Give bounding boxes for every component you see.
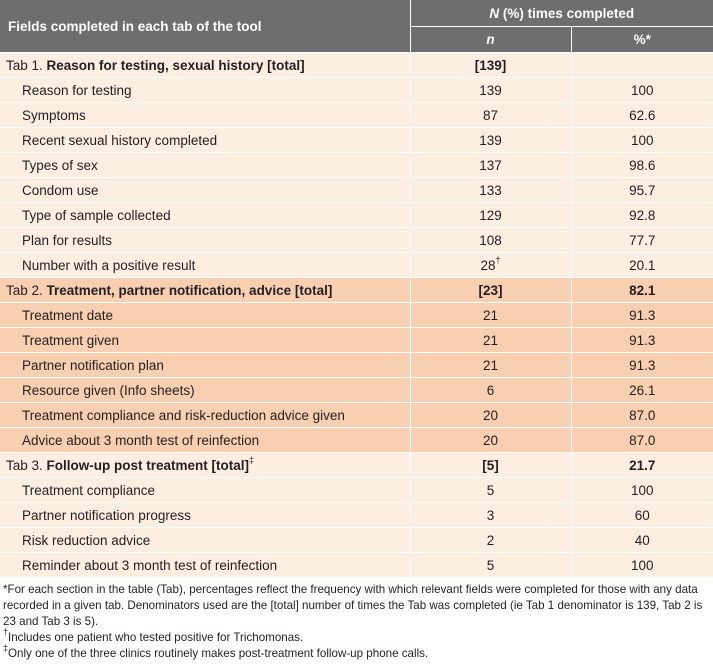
field-n: 3 [409,502,571,528]
field-n: 20 [409,402,571,428]
field-percent: 92.8 [570,202,713,228]
field-percent: 100 [570,77,713,103]
field-n: 137 [409,152,571,178]
field-n: 2 [409,527,571,553]
header-times-completed-label: (%) times completed [499,5,635,21]
table-row: Partner notification plan 21 91.3 [0,352,713,378]
field-percent: 26.1 [570,377,713,403]
table-row: Condom use 133 95.7 [0,177,713,203]
field-label: Advice about 3 month test of reinfection [0,427,410,453]
field-percent: 91.3 [570,352,713,378]
table-row: Type of sample collected 129 92.8 [0,202,713,228]
field-label: Plan for results [0,227,410,253]
field-percent: 100 [570,127,713,153]
field-percent: 91.3 [570,327,713,353]
field-n: 21 [409,302,571,328]
table-row: Resource given (Info sheets) 6 26.1 [0,377,713,403]
header-n-symbol: N [489,5,500,21]
field-label: Partner notification progress [0,502,410,528]
field-label: Treatment given [0,327,410,353]
field-n: 6 [409,377,571,403]
footnotes: *For each section in the table (Tab), pe… [3,582,709,662]
field-n: 139 [409,127,571,153]
field-label: Type of sample collected [0,202,410,228]
field-label: Treatment compliance and risk-reduction … [0,402,410,428]
field-percent: 40 [570,527,713,553]
field-label: Risk reduction advice [0,527,410,553]
header-times-completed: N (%) times completed [409,0,713,27]
field-n: 20 [409,427,571,453]
field-label: Types of sex [0,152,410,178]
section-total-percent [570,52,713,78]
field-label: Reminder about 3 month test of reinfecti… [0,552,410,577]
section-total-n: [139] [409,52,571,78]
section-row-tab-3: Tab 3. Follow-up post treatment [total]‡… [0,452,713,478]
table-row: Advice about 3 month test of reinfection… [0,427,713,453]
table-row: Treatment compliance and risk-reduction … [0,402,713,428]
field-label: Symptoms [0,102,410,128]
field-n: 108 [409,227,571,253]
footnote-double-dagger: ‡Only one of the three clinics routinely… [3,643,429,660]
field-percent: 77.7 [570,227,713,253]
field-label: Treatment date [0,302,410,328]
field-n: 5 [409,477,571,503]
section-total-percent: 82.1 [570,277,713,303]
table-row: Symptoms 87 62.6 [0,102,713,128]
field-n: 87 [409,102,571,128]
header-percent: %* [570,26,713,53]
field-label: Condom use [0,177,410,203]
section-title: Tab 3. Follow-up post treatment [total]‡ [0,452,410,478]
table-row: Number with a positive result 28† 20.1 [0,252,713,278]
header-fields: Fields completed in each tab of the tool [0,0,410,53]
table-row: Recent sexual history completed 139 100 [0,127,713,153]
field-percent: 100 [570,477,713,503]
table-row: Plan for results 108 77.7 [0,227,713,253]
field-percent: 20.1 [570,252,713,278]
field-n: 5 [409,552,571,577]
table-header: Fields completed in each tab of the tool… [0,0,713,53]
field-percent: 60 [570,502,713,528]
field-label: Reason for testing [0,77,410,103]
section-row-tab-2: Tab 2. Treatment, partner notification, … [0,277,713,303]
field-label: Partner notification plan [0,352,410,378]
table-row: Partner notification progress 3 60 [0,502,713,528]
table-row: Treatment compliance 5 100 [0,477,713,503]
section-title: Tab 1. Reason for testing, sexual histor… [0,52,410,78]
field-n: 129 [409,202,571,228]
table-body: Tab 1. Reason for testing, sexual histor… [0,52,713,577]
table-row: Reason for testing 139 100 [0,77,713,103]
section-title: Tab 2. Treatment, partner notification, … [0,277,410,303]
section-total-n: [23] [409,277,571,303]
field-n: 28† [409,252,571,278]
table-row: Risk reduction advice 2 40 [0,527,713,553]
section-total-n: [5] [409,452,571,478]
table-row: Types of sex 137 98.6 [0,152,713,178]
table-row: Treatment date 21 91.3 [0,302,713,328]
fields-completed-table: Fields completed in each tab of the tool… [0,0,713,577]
field-label: Resource given (Info sheets) [0,377,410,403]
field-label: Treatment compliance [0,477,410,503]
footnote-star: *For each section in the table (Tab), pe… [3,583,703,628]
field-n: 21 [409,352,571,378]
field-percent: 62.6 [570,102,713,128]
field-label: Number with a positive result [0,252,410,278]
field-percent: 91.3 [570,302,713,328]
field-percent: 100 [570,552,713,577]
field-label: Recent sexual history completed [0,127,410,153]
field-n: 133 [409,177,571,203]
footnote-dagger: †Includes one patient who tested positiv… [3,627,304,644]
table-row: Treatment given 21 91.3 [0,327,713,353]
section-row-tab-1: Tab 1. Reason for testing, sexual histor… [0,52,713,78]
field-percent: 87.0 [570,427,713,453]
field-percent: 98.6 [570,152,713,178]
table-row: Reminder about 3 month test of reinfecti… [0,552,713,577]
section-total-percent: 21.7 [570,452,713,478]
field-n: 139 [409,77,571,103]
field-percent: 87.0 [570,402,713,428]
field-n: 21 [409,327,571,353]
field-percent: 95.7 [570,177,713,203]
header-n: n [409,26,571,53]
